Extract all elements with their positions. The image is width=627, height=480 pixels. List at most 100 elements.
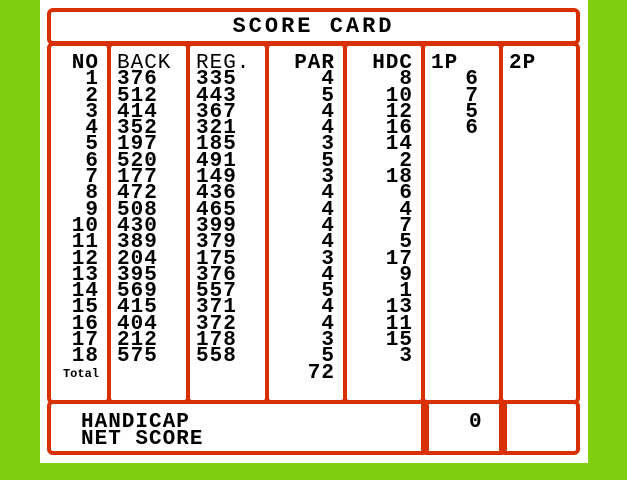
- reg-row-3: 367: [196, 100, 237, 124]
- back-row-17: 212: [117, 329, 158, 353]
- hdc-row-11: 5: [399, 231, 413, 255]
- hdc-row-2: 10: [385, 84, 413, 108]
- back-row-14: 569: [117, 280, 158, 304]
- back-row-15: 415: [117, 296, 158, 320]
- hdc-row-12: 17: [385, 247, 413, 271]
- reg-row-17: 178: [196, 329, 237, 353]
- reg-row-12: 175: [196, 247, 237, 271]
- par-row-16: 4: [321, 312, 335, 336]
- no-row-18: 18: [71, 345, 99, 369]
- back-row-9: 508: [117, 198, 158, 222]
- par-row-13: 4: [321, 263, 335, 287]
- reg-row-14: 557: [196, 280, 237, 304]
- p1-row-2: 7: [465, 84, 479, 108]
- back-row-13: 395: [117, 263, 158, 287]
- total-label: Total: [62, 366, 99, 381]
- column-header-back: BACK: [117, 52, 172, 75]
- back-row-6: 520: [117, 149, 158, 173]
- reg-row-2: 443: [196, 84, 237, 108]
- column-back: BACK 376 512 414 352 197 520 177 472 508 430 389 204…: [107, 42, 190, 404]
- no-row-4: 4: [85, 117, 99, 141]
- hdc-row-16: 11: [385, 312, 413, 336]
- reg-row-9: 465: [196, 198, 237, 222]
- reg-row-4: 321: [196, 117, 237, 141]
- p1-handicap-value: 0: [469, 411, 483, 434]
- no-row-12: 12: [71, 247, 99, 271]
- column-header-reg: REG.: [196, 52, 251, 75]
- back-row-18: 575: [117, 345, 158, 369]
- par-row-1: 4: [321, 68, 335, 92]
- hdc-row-15: 13: [385, 296, 413, 320]
- back-row-12: 204: [117, 247, 158, 271]
- hdc-row-18: 3: [399, 345, 413, 369]
- reg-row-7: 149: [196, 166, 237, 190]
- column-no: NO 1 2 3 4 5 6 7 8 9 10 11 12 13 14 15 16 17 18 Total: [47, 42, 111, 404]
- par-row-6: 5: [321, 149, 335, 173]
- column-reg: REG. 335 443 367 321 185 491 149 436 465 399 379 175…: [186, 42, 269, 404]
- no-row-3: 3: [85, 100, 99, 124]
- column-header-p2: 2P: [509, 52, 537, 75]
- no-row-14: 14: [71, 280, 99, 304]
- par-row-17: 3: [321, 329, 335, 353]
- hdc-row-1: 8: [399, 68, 413, 92]
- p1-row-4: 6: [465, 117, 479, 141]
- hdc-row-3: 12: [385, 100, 413, 124]
- no-row-8: 8: [85, 182, 99, 206]
- par-row-2: 5: [321, 84, 335, 108]
- footer-2p: [499, 400, 580, 455]
- hdc-row-14: 1: [399, 280, 413, 304]
- back-row-2: 512: [117, 84, 158, 108]
- reg-row-13: 376: [196, 263, 237, 287]
- reg-row-18: 558: [196, 345, 237, 369]
- column-header-par: PAR: [294, 52, 335, 75]
- column-header-hdc: HDC: [372, 52, 413, 75]
- par-total: 72: [307, 361, 335, 385]
- no-row-16: 16: [71, 312, 99, 336]
- back-row-16: 404: [117, 312, 158, 336]
- hdc-row-17: 15: [385, 329, 413, 353]
- no-row-13: 13: [71, 263, 99, 287]
- hdc-row-8: 6: [399, 182, 413, 206]
- p1-row-1: 6: [465, 68, 479, 92]
- hdc-row-6: 2: [399, 149, 413, 173]
- score-card-title: SCORE CARD: [47, 8, 580, 45]
- p1-row-3: 5: [465, 100, 479, 124]
- par-row-12: 3: [321, 247, 335, 271]
- par-row-11: 4: [321, 231, 335, 255]
- hdc-row-10: 7: [399, 214, 413, 238]
- no-row-11: 11: [71, 231, 99, 255]
- back-row-8: 472: [117, 182, 158, 206]
- par-row-10: 4: [321, 214, 335, 238]
- back-row-3: 414: [117, 100, 158, 124]
- reg-row-16: 372: [196, 312, 237, 336]
- back-row-4: 352: [117, 117, 158, 141]
- par-row-5: 3: [321, 133, 335, 157]
- back-row-11: 389: [117, 231, 158, 255]
- footer-labels: HANDICAP NET SCORE: [47, 400, 429, 455]
- no-row-7: 7: [85, 166, 99, 190]
- reg-row-8: 436: [196, 182, 237, 206]
- par-row-8: 4: [321, 182, 335, 206]
- score-card-panel: SCORE CARD NO 1 2 3 4 5 6 7 8 9 10 11 12 13 14 15 16 17 18…: [40, 0, 588, 463]
- back-row-5: 197: [117, 133, 158, 157]
- reg-row-15: 371: [196, 296, 237, 320]
- hdc-row-9: 4: [399, 198, 413, 222]
- no-row-9: 9: [85, 198, 99, 222]
- hdc-row-4: 16: [385, 117, 413, 141]
- column-hdc: HDC 8 10 12 16 14 2 18 6 4 7 5 17 9 1 13 11 15 3: [343, 42, 425, 404]
- back-row-10: 430: [117, 214, 158, 238]
- footer-1p: 0: [421, 400, 507, 455]
- column-header-p1: 1P: [431, 52, 459, 75]
- column-2p: 2P: [499, 42, 580, 404]
- no-row-17: 17: [71, 329, 99, 353]
- back-row-1: 376: [117, 68, 158, 92]
- reg-row-10: 399: [196, 214, 237, 238]
- column-header-no: NO: [71, 52, 99, 75]
- par-row-14: 5: [321, 280, 335, 304]
- reg-row-11: 379: [196, 231, 237, 255]
- reg-row-5: 185: [196, 133, 237, 157]
- hdc-row-7: 18: [385, 166, 413, 190]
- par-row-15: 4: [321, 296, 335, 320]
- no-row-6: 6: [85, 149, 99, 173]
- par-row-4: 4: [321, 117, 335, 141]
